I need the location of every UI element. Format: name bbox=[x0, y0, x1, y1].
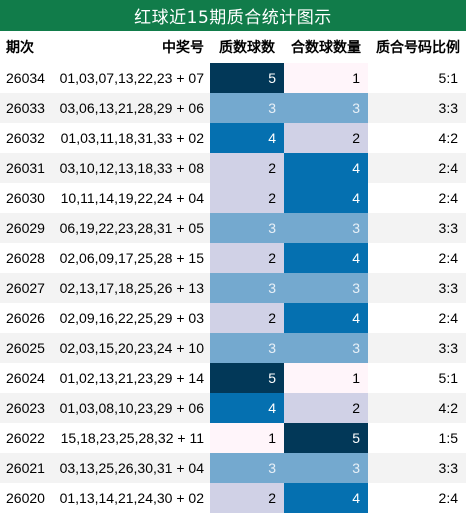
row-ratio: 3:3 bbox=[368, 453, 466, 483]
row-composite-count: 4 bbox=[284, 153, 368, 183]
row-prime-count: 2 bbox=[210, 153, 284, 183]
row-period: 26030 bbox=[6, 190, 45, 206]
row-winning-numbers: 03,06,13,21,28,29 + 06 bbox=[52, 93, 210, 123]
row-ratio: 2:4 bbox=[438, 490, 458, 506]
row-winning-numbers: 02,13,17,18,25,26 + 13 bbox=[52, 273, 210, 303]
row-prime-count: 2 bbox=[210, 303, 284, 333]
row-ratio: 2:4 bbox=[368, 153, 466, 183]
table-row[interactable]: 26033 03,06,13,21,28,29 + 06 3 3 3:3 bbox=[0, 93, 466, 123]
row-composite-count: 4 bbox=[284, 483, 368, 513]
row-period: 26032 bbox=[6, 130, 45, 146]
row-ratio: 3:3 bbox=[368, 273, 466, 303]
row-prime-count: 2 bbox=[210, 243, 284, 273]
row-winning-numbers: 01,13,14,21,24,30 + 02 bbox=[59, 490, 204, 506]
row-ratio: 2:4 bbox=[438, 250, 458, 266]
row-winning-numbers: 03,13,25,26,30,31 + 04 bbox=[52, 453, 210, 483]
row-composite-count: 2 bbox=[284, 123, 368, 153]
row-winning-numbers: 01,03,11,18,31,33 + 02 bbox=[60, 130, 204, 146]
row-ratio: 3:3 bbox=[368, 93, 466, 123]
row-composite-count: 3 bbox=[284, 213, 368, 243]
row-composite-count: 3 bbox=[284, 333, 368, 363]
row-composite-count: 4 bbox=[284, 303, 368, 333]
row-ratio: 5:1 bbox=[438, 370, 458, 386]
row-period: 26022 bbox=[6, 430, 45, 446]
header-period[interactable]: 期次 bbox=[6, 40, 34, 56]
row-composite-count: 3 bbox=[284, 273, 368, 303]
row-winning-numbers: 01,02,13,21,23,29 + 14 bbox=[59, 370, 204, 386]
row-winning-numbers: 02,03,15,20,23,24 + 10 bbox=[52, 333, 210, 363]
table-row[interactable]: 26031 03,10,12,13,18,33 + 08 2 4 2:4 bbox=[0, 153, 466, 183]
row-period: 26020 bbox=[6, 490, 45, 506]
table-row[interactable]: 26026 02,09,16,22,25,29 + 03 2 4 2:4 bbox=[0, 303, 466, 333]
table-row[interactable]: 26027 02,13,17,18,25,26 + 13 3 3 3:3 bbox=[0, 273, 466, 303]
table-row[interactable]: 26020 01,13,14,21,24,30 + 02 2 4 2:4 bbox=[0, 483, 466, 513]
row-prime-count: 3 bbox=[210, 273, 284, 303]
row-ratio: 4:2 bbox=[438, 130, 458, 146]
row-composite-count: 1 bbox=[284, 63, 368, 93]
row-composite-count: 1 bbox=[284, 363, 368, 393]
header-prime-count[interactable]: 质数球数 bbox=[219, 40, 275, 56]
header-numbers[interactable]: 中奖号 bbox=[162, 40, 204, 56]
row-prime-count: 5 bbox=[210, 363, 284, 393]
table-row[interactable]: 26023 01,03,08,10,23,29 + 06 4 2 4:2 bbox=[0, 393, 466, 423]
row-period: 26033 bbox=[0, 93, 52, 123]
row-period: 26024 bbox=[6, 370, 45, 386]
row-winning-numbers: 10,11,14,19,22,24 + 04 bbox=[60, 190, 204, 206]
row-winning-numbers: 01,03,08,10,23,29 + 06 bbox=[52, 393, 210, 423]
header-ratio[interactable]: 质合号码比例 bbox=[376, 40, 460, 56]
row-winning-numbers: 02,06,09,17,25,28 + 15 bbox=[59, 250, 204, 266]
row-ratio: 2:4 bbox=[438, 310, 458, 326]
row-composite-count: 3 bbox=[284, 453, 368, 483]
row-period: 26025 bbox=[0, 333, 52, 363]
table-row[interactable]: 26022 15,18,23,25,28,32 + 11 1 5 1:5 bbox=[0, 423, 466, 453]
row-period: 26026 bbox=[6, 310, 45, 326]
row-composite-count: 2 bbox=[284, 393, 368, 423]
stats-table: 期次 中奖号 质数球数 合数球数量 质合号码比例 26034 01,03,07,1… bbox=[0, 31, 466, 513]
row-composite-count: 3 bbox=[284, 93, 368, 123]
page-title: 红球近15期质合统计图示 bbox=[0, 0, 466, 31]
row-period: 26029 bbox=[0, 213, 52, 243]
row-prime-count: 5 bbox=[210, 63, 284, 93]
header-composite-count[interactable]: 合数球数量 bbox=[291, 40, 361, 56]
row-period: 26027 bbox=[0, 273, 52, 303]
row-ratio: 3:3 bbox=[368, 333, 466, 363]
table-header-row: 期次 中奖号 质数球数 合数球数量 质合号码比例 bbox=[0, 31, 466, 63]
row-prime-count: 3 bbox=[210, 93, 284, 123]
table-row[interactable]: 26024 01,02,13,21,23,29 + 14 5 1 5:1 bbox=[0, 363, 466, 393]
row-composite-count: 5 bbox=[284, 423, 368, 453]
row-ratio: 5:1 bbox=[438, 70, 458, 86]
row-composite-count: 4 bbox=[284, 183, 368, 213]
row-prime-count: 1 bbox=[210, 423, 284, 453]
row-winning-numbers: 02,09,16,22,25,29 + 03 bbox=[59, 310, 204, 326]
row-prime-count: 4 bbox=[210, 123, 284, 153]
row-prime-count: 2 bbox=[210, 483, 284, 513]
table-row[interactable]: 26032 01,03,11,18,31,33 + 02 4 2 4:2 bbox=[0, 123, 466, 153]
row-ratio: 3:3 bbox=[368, 213, 466, 243]
row-prime-count: 3 bbox=[210, 453, 284, 483]
row-prime-count: 2 bbox=[210, 183, 284, 213]
row-period: 26023 bbox=[0, 393, 52, 423]
row-prime-count: 4 bbox=[210, 393, 284, 423]
table-row[interactable]: 26025 02,03,15,20,23,24 + 10 3 3 3:3 bbox=[0, 333, 466, 363]
table-row[interactable]: 26034 01,03,07,13,22,23 + 07 5 1 5:1 bbox=[0, 63, 466, 93]
table-body: 26034 01,03,07,13,22,23 + 07 5 1 5:1 26033 03,… bbox=[0, 63, 466, 513]
row-winning-numbers: 03,10,12,13,18,33 + 08 bbox=[52, 153, 210, 183]
row-ratio: 2:4 bbox=[438, 190, 458, 206]
table-row[interactable]: 26028 02,06,09,17,25,28 + 15 2 4 2:4 bbox=[0, 243, 466, 273]
row-period: 26031 bbox=[0, 153, 52, 183]
row-winning-numbers: 06,19,22,23,28,31 + 05 bbox=[52, 213, 210, 243]
row-winning-numbers: 01,03,07,13,22,23 + 07 bbox=[59, 70, 204, 86]
row-prime-count: 3 bbox=[210, 333, 284, 363]
table-row[interactable]: 26029 06,19,22,23,28,31 + 05 3 3 3:3 bbox=[0, 213, 466, 243]
table-row[interactable]: 26030 10,11,14,19,22,24 + 04 2 4 2:4 bbox=[0, 183, 466, 213]
table-row[interactable]: 26021 03,13,25,26,30,31 + 04 3 3 3:3 bbox=[0, 453, 466, 483]
row-period: 26028 bbox=[6, 250, 45, 266]
row-period: 26034 bbox=[6, 70, 45, 86]
row-prime-count: 3 bbox=[210, 213, 284, 243]
row-ratio: 4:2 bbox=[368, 393, 466, 423]
row-composite-count: 4 bbox=[284, 243, 368, 273]
row-period: 26021 bbox=[0, 453, 52, 483]
row-ratio: 1:5 bbox=[438, 430, 458, 446]
row-winning-numbers: 15,18,23,25,28,32 + 11 bbox=[60, 430, 204, 446]
